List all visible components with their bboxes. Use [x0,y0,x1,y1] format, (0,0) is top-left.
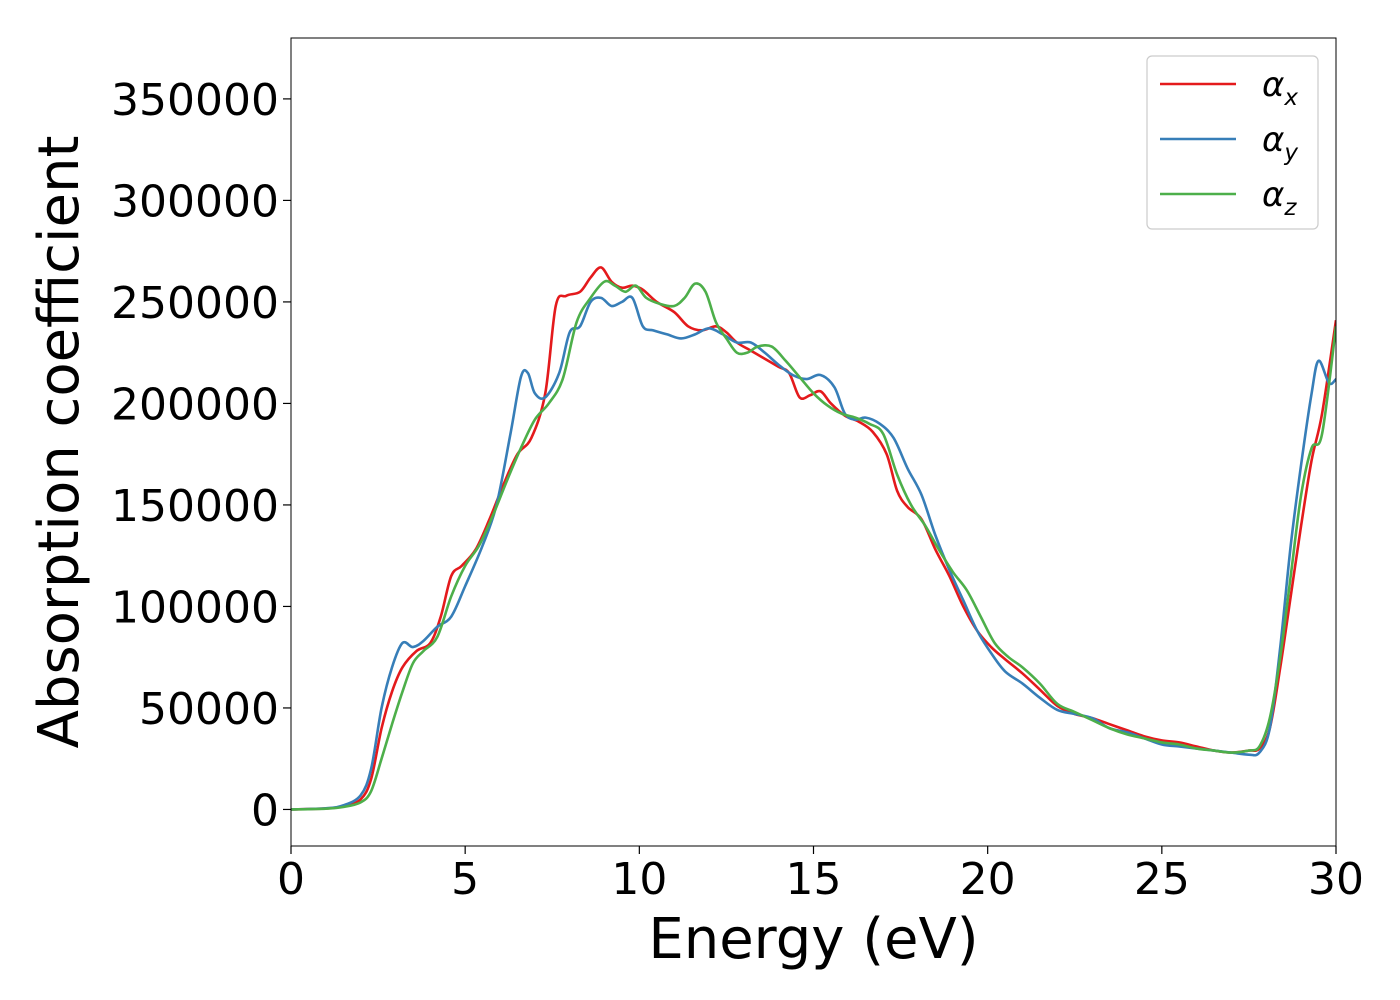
x-tick-label: 25 [1134,854,1190,905]
legend-item-x: αx [1160,65,1298,111]
x-tick-label: 5 [451,854,479,905]
y-tick-label: 300000 [111,176,279,227]
legend-item-y: αy [1160,120,1298,166]
y-tick-label: 150000 [111,481,279,532]
legend-label: αz [1262,175,1297,221]
series-line-y [291,295,1336,811]
series-group [291,266,1336,811]
y-tick-label: 250000 [111,278,279,329]
y-tick-label: 50000 [139,684,279,735]
series-line-x [291,266,1336,811]
legend-label: αy [1262,120,1298,166]
x-axis-title: Energy (eV) [648,907,978,972]
x-tick-label: 15 [786,854,842,905]
x-tick-label: 10 [611,854,667,905]
x-tick-label: 20 [960,854,1016,905]
legend-item-z: αz [1160,175,1297,221]
x-tick-label: 0 [277,854,305,905]
y-tick-label: 200000 [111,379,279,430]
y-axis-title: Absorption coefficient [27,136,92,749]
y-tick-label: 350000 [111,75,279,126]
series-line-z [291,279,1336,811]
legend-box [1146,55,1319,230]
x-tick-label: 30 [1308,854,1364,905]
y-tick-label: 0 [251,785,279,836]
y-axis-ticks: 0 50000 100000 150000 200000 250000 300000 3500… [111,75,291,836]
legend: αx αy αz [1146,55,1319,230]
y-tick-label: 100000 [111,582,279,633]
legend-label: αx [1262,65,1298,111]
x-axis-ticks: 0 5 10 15 20 25 30 [277,846,1364,905]
